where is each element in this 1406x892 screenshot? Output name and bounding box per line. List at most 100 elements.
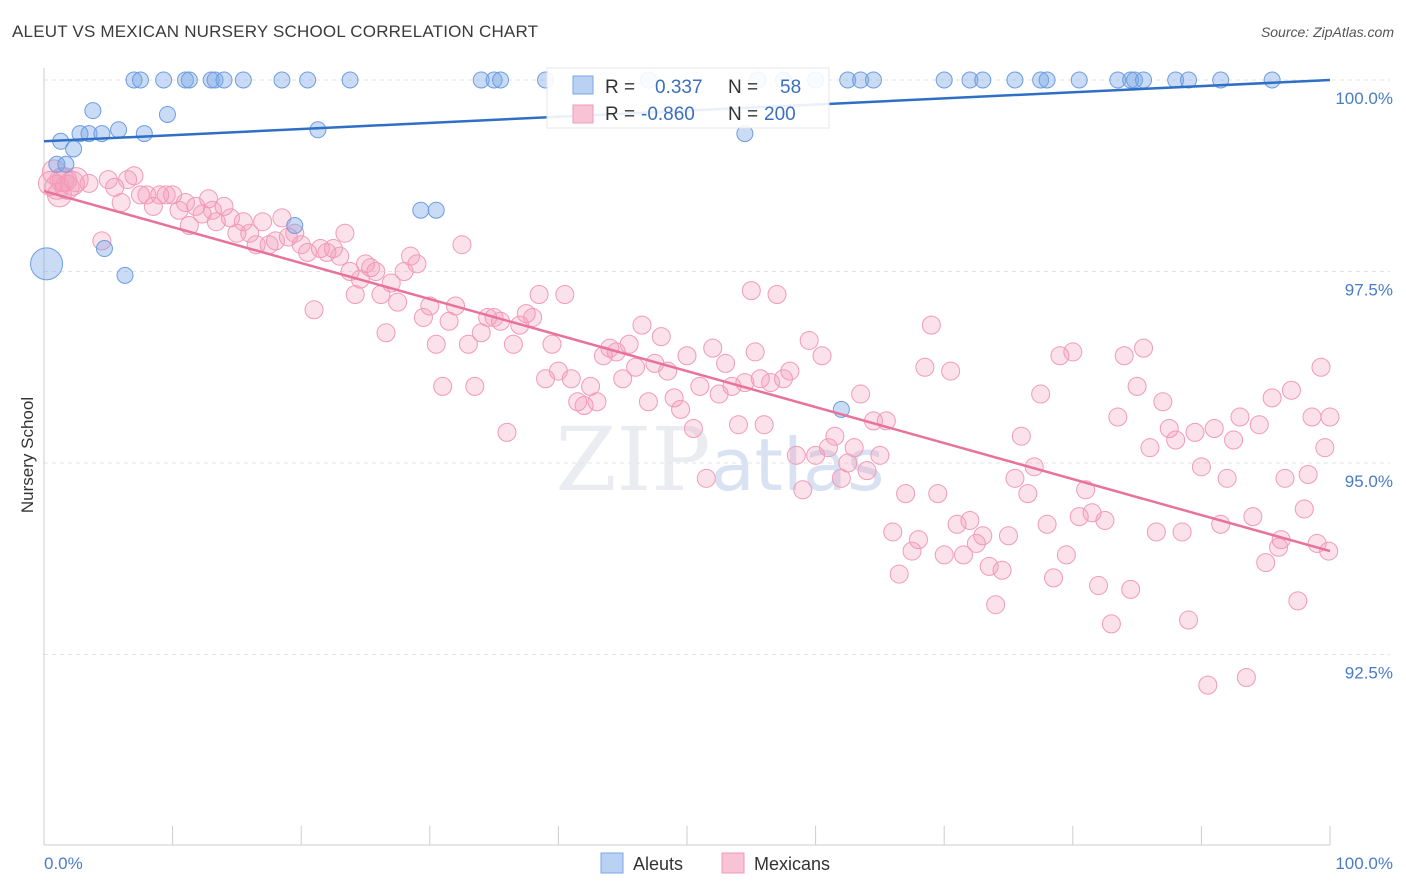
mexicans-point — [452, 235, 472, 255]
mexicans-point — [671, 399, 691, 419]
aleuts-point — [180, 71, 198, 89]
mexicans-point — [376, 323, 396, 343]
mexicans-point — [1249, 415, 1269, 435]
mexicans-point — [143, 196, 163, 216]
x-tick-label: 100.0% — [1335, 854, 1393, 873]
mexicans-point — [98, 170, 118, 190]
mexicans-point — [947, 514, 967, 534]
mexicans-point — [1101, 614, 1121, 634]
mexicans-point — [986, 595, 1006, 615]
mexicans-point — [1069, 507, 1089, 527]
aleuts-point — [176, 71, 194, 89]
aleuts-point — [974, 71, 992, 89]
aleuts-point — [852, 71, 870, 89]
mexicans-point — [889, 564, 909, 584]
mexicans-point — [716, 353, 736, 373]
aleuts-point — [234, 71, 252, 89]
mexicans-point — [1281, 380, 1301, 400]
stats-legend: R = 0.337 N = 58 R = -0.860 N = 200 — [546, 67, 830, 129]
y-tick-label: 95.0% — [1345, 472, 1393, 491]
mexicans-point — [124, 166, 144, 186]
aleuts-point — [427, 201, 445, 219]
mexicans-point — [1302, 407, 1322, 427]
mexicans-point — [345, 284, 365, 304]
legend-n-label-mexicans: N = — [728, 104, 758, 125]
mexicans-point — [1224, 430, 1244, 450]
mexicans-point — [638, 392, 658, 412]
mexicans-point — [1191, 457, 1211, 477]
mexicans-point — [741, 281, 761, 301]
chart-title: ALEUT VS MEXICAN NURSERY SCHOOL CORRELAT… — [12, 22, 539, 41]
series-legend: Aleuts Mexicans — [600, 852, 830, 874]
mexicans-point — [632, 315, 652, 335]
mexicans-point — [574, 396, 594, 416]
mexicans-point — [555, 284, 575, 304]
mexicans-point — [1204, 419, 1224, 439]
mexicans-point — [202, 200, 222, 220]
aleuts-point — [839, 71, 857, 89]
mexicans-point — [1198, 675, 1218, 695]
mexicans-point — [812, 346, 832, 366]
mexicans-point — [857, 461, 877, 481]
mexicans-point — [175, 193, 195, 213]
aleuts-point — [1263, 71, 1281, 89]
mexicans-point — [361, 258, 381, 278]
mexicans-point — [767, 284, 787, 304]
aleuts-point — [1126, 71, 1144, 89]
mexicans-point — [1037, 514, 1057, 534]
mexicans-point — [1108, 407, 1128, 427]
mexicans-point — [433, 376, 453, 396]
mexicans-point — [1134, 338, 1154, 358]
mexicans-point — [683, 419, 703, 439]
mexicans-point — [323, 239, 343, 259]
aleuts-point — [341, 71, 359, 89]
mexicans-points — [37, 159, 1340, 695]
mexicans-point — [523, 307, 543, 327]
aleuts-point — [1122, 71, 1140, 89]
y-tick-label: 92.5% — [1345, 664, 1393, 683]
mexicans-point — [1236, 667, 1256, 687]
mexicans-point — [677, 346, 697, 366]
mexicans-point — [844, 438, 864, 458]
mexicans-point — [1172, 522, 1192, 542]
aleuts-point — [412, 201, 430, 219]
aleuts-point — [30, 247, 64, 281]
mexicans-point — [1311, 357, 1331, 377]
mexicans-point — [1018, 484, 1038, 504]
mexicans-point — [1050, 346, 1070, 366]
aleuts-point — [206, 71, 224, 89]
mexicans-point — [1179, 610, 1199, 630]
aleuts-point — [286, 217, 304, 235]
mexicans-point — [1159, 419, 1179, 439]
mexicans-point — [1243, 507, 1263, 527]
mexicans-point — [973, 526, 993, 546]
mexicans-point — [1114, 346, 1134, 366]
legend-r-value-aleuts: 0.337 — [655, 77, 703, 98]
watermark: ZIPatlas — [555, 408, 884, 511]
mexicans-point — [818, 438, 838, 458]
aleuts-point — [961, 71, 979, 89]
aleuts-point — [131, 71, 149, 89]
aleuts-point — [65, 140, 83, 158]
mexicans-point — [1230, 407, 1250, 427]
aleuts-point — [125, 71, 143, 89]
mexicans-point — [992, 560, 1012, 580]
aleuts-point — [116, 266, 134, 284]
aleuts-point — [864, 71, 882, 89]
mexicans-point — [587, 392, 607, 412]
aleuts-point — [1070, 71, 1088, 89]
mexicans-point — [773, 369, 793, 389]
mexicans-point — [330, 246, 350, 266]
legend-n-value-aleuts: 58 — [780, 77, 801, 98]
aleuts-point — [492, 71, 510, 89]
mexicans-point — [928, 484, 948, 504]
aleuts-point — [155, 71, 173, 89]
mexicans-point — [388, 292, 408, 312]
legend-swatch-aleuts — [572, 75, 594, 95]
mexicans-point — [664, 388, 684, 408]
aleuts-point — [309, 121, 327, 139]
mexicans-point — [529, 284, 549, 304]
mexicans-point — [240, 223, 260, 243]
mexicans-point — [953, 545, 973, 565]
mexicans-point — [1095, 510, 1115, 530]
